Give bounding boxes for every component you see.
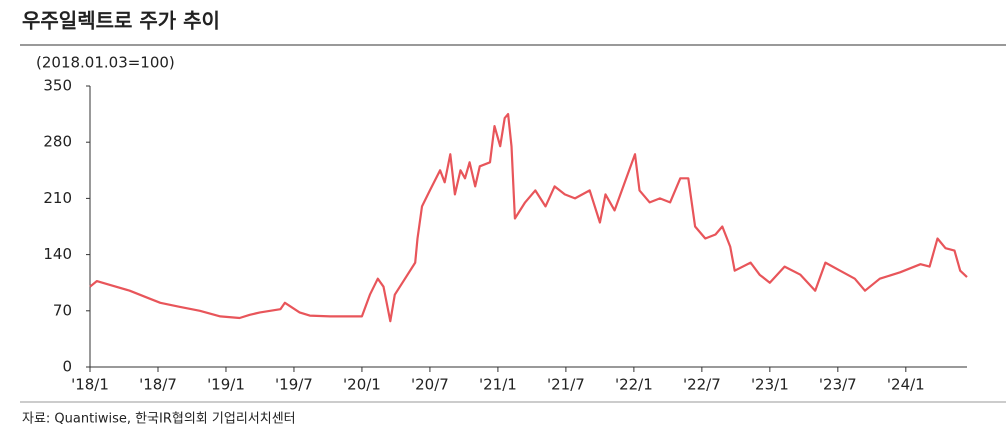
- x-tick-label: '24/1: [887, 376, 925, 394]
- x-tick-label: '18/1: [71, 376, 109, 394]
- x-tick-label: '20/7: [411, 376, 449, 394]
- x-tick-label: '22/7: [683, 376, 721, 394]
- source: 자료: Quantiwise, 한국IR협의회 기업리서치센터: [22, 412, 296, 427]
- y-tick-label: 0: [62, 358, 72, 376]
- y-tick-label: 280: [43, 133, 72, 151]
- y-tick-label: 70: [53, 301, 72, 319]
- x-tick-label: '19/7: [275, 376, 313, 394]
- x-tick-label: '22/1: [615, 376, 653, 394]
- unit-label: (2018.01.03=100): [36, 54, 175, 72]
- x-tick-label: '18/7: [139, 376, 177, 394]
- series-line: [89, 113, 968, 323]
- x-tick-label: '20/1: [343, 376, 381, 394]
- x-tick-label: '23/7: [819, 376, 857, 394]
- x-tick-label: '21/7: [547, 376, 585, 394]
- chart-title: 우주일렉트로 주가 추이: [22, 9, 220, 33]
- y-tick-label: 350: [43, 77, 72, 95]
- x-tick-label: '19/1: [207, 376, 245, 394]
- x-tick-label: '23/1: [751, 376, 789, 394]
- x-tick-label: '21/1: [479, 376, 517, 394]
- y-tick-label: 140: [43, 245, 72, 263]
- y-tick-label: 210: [43, 189, 72, 207]
